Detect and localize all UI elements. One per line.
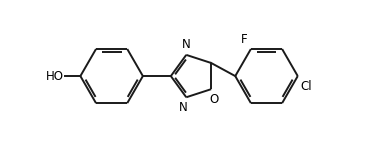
Text: O: O xyxy=(209,93,219,106)
Text: F: F xyxy=(241,33,248,46)
Text: N: N xyxy=(182,38,191,51)
Text: Cl: Cl xyxy=(300,80,312,93)
Text: N: N xyxy=(179,101,188,114)
Text: HO: HO xyxy=(46,70,64,83)
